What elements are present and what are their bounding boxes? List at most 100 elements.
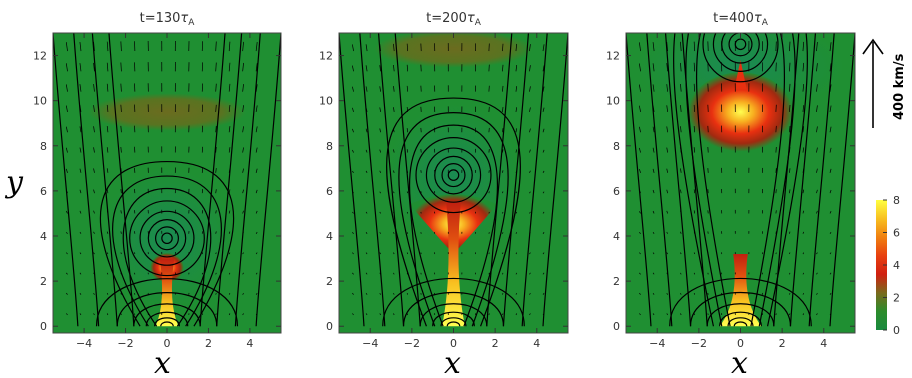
y-tick-label: 12 (606, 50, 620, 63)
velocity-arrow (542, 191, 545, 194)
velocity-scale-arrow-head (862, 38, 884, 55)
velocity-arrow (515, 313, 518, 316)
velocity-arrow (502, 293, 504, 295)
velocity-arrow (829, 63, 832, 72)
velocity-arrow (228, 62, 231, 72)
velocity-arrow (393, 170, 395, 173)
velocity-arrow (242, 168, 244, 173)
velocity-arrow (393, 43, 395, 52)
x-tick-label: 2 (205, 337, 212, 350)
velocity-arrow (693, 272, 696, 275)
current-sheet (719, 254, 762, 327)
open-field-line (789, 33, 817, 327)
velocity-arrow (680, 126, 682, 133)
velocity-arrow (789, 231, 791, 234)
velocity-arrow (542, 128, 545, 133)
velocity-arrow (255, 168, 258, 173)
velocity-arrow (666, 126, 668, 133)
velocity-arrow (406, 252, 409, 255)
velocity-arrow (65, 42, 68, 52)
open-field-line (216, 33, 243, 327)
outflow-arc (374, 33, 533, 68)
velocity-arrow (255, 126, 258, 133)
velocity-arrow (379, 149, 381, 153)
flux-rope-contour (441, 163, 466, 188)
velocity-arrow (215, 62, 217, 72)
velocity-arrow (365, 86, 368, 92)
velocity-arrow (255, 231, 258, 234)
arcade-loop (733, 321, 748, 327)
y-tick-label: 8 (613, 140, 620, 153)
velocity-arrow (79, 189, 82, 194)
velocity-arrow (515, 86, 518, 92)
velocity-arrow (352, 149, 354, 153)
arcade-loop (133, 303, 201, 327)
x-tick-label: −4 (362, 337, 378, 350)
velocity-arrow (106, 231, 109, 234)
velocity-arrow (228, 104, 231, 112)
velocity-arrow (652, 42, 655, 52)
velocity-arrow (406, 85, 409, 92)
velocity-arrow (215, 231, 217, 234)
arcade-loop (440, 317, 467, 327)
velocity-arrow (365, 272, 368, 275)
outflow-arc (88, 93, 246, 131)
velocity-arrow (789, 252, 791, 255)
flux-rope-contour (434, 155, 473, 195)
flux-rope-contour (728, 33, 753, 57)
y-tick-label: 6 (613, 185, 620, 198)
velocity-arrow (255, 84, 258, 92)
x-tick-label: −2 (404, 337, 420, 350)
velocity-arrow (542, 232, 545, 234)
velocity-arrow (680, 41, 682, 52)
velocity-arrow (666, 63, 668, 72)
velocity-arrow (228, 41, 231, 52)
velocity-arrow (542, 44, 545, 52)
velocity-arrow (693, 83, 696, 92)
current-sheet (442, 202, 465, 327)
velocity-arrow (352, 170, 354, 174)
velocity-arrow (693, 252, 696, 255)
velocity-arrow (255, 210, 258, 214)
velocity-arrow (393, 149, 395, 153)
x-tick-label: 0 (164, 337, 171, 350)
velocity-arrow (120, 125, 122, 133)
arcade-loop (727, 317, 754, 327)
velocity-arrow (228, 272, 231, 275)
velocity-arrow (529, 86, 531, 92)
velocity-scale: 400 km/s (862, 38, 907, 128)
velocity-arrow (802, 147, 805, 153)
arcade-loop (706, 303, 775, 327)
velocity-arrow (639, 292, 641, 295)
velocity-arrow (542, 149, 545, 153)
velocity-arrow (79, 272, 82, 275)
velocity-arrow (352, 292, 354, 295)
velocity-arrow (816, 189, 818, 194)
velocity-arrow (242, 189, 244, 194)
velocity-arrow (120, 83, 122, 92)
velocity-arrow (789, 41, 791, 52)
colorbar: 0 2 4 6 8 (876, 194, 900, 337)
velocity-arrow (379, 292, 381, 295)
velocity-arrow (802, 292, 805, 295)
velocity-arrow (352, 252, 354, 255)
velocity-arrow (79, 84, 82, 92)
velocity-arrow (816, 210, 818, 214)
velocity-arrow (829, 292, 832, 295)
arcade-loop (446, 321, 461, 327)
velocity-arrow (79, 168, 82, 173)
velocity-arrow (93, 231, 95, 234)
open-field-line (255, 33, 281, 327)
velocity-arrow (515, 128, 518, 133)
velocity-arrow (79, 252, 82, 255)
velocity-arrow (515, 43, 518, 52)
x-tick-label: 4 (533, 337, 540, 350)
open-field-line (394, 33, 421, 327)
open-field-line (626, 33, 652, 327)
open-field-line (486, 33, 513, 327)
velocity-arrow (93, 105, 95, 112)
panel-1-image (53, 33, 281, 333)
velocity-arrow (255, 292, 258, 295)
panel-2: −4 −2 0 2 4 0 2 4 6 8 10 12 t=200τA (319, 11, 569, 350)
arcade-loop (145, 311, 189, 327)
